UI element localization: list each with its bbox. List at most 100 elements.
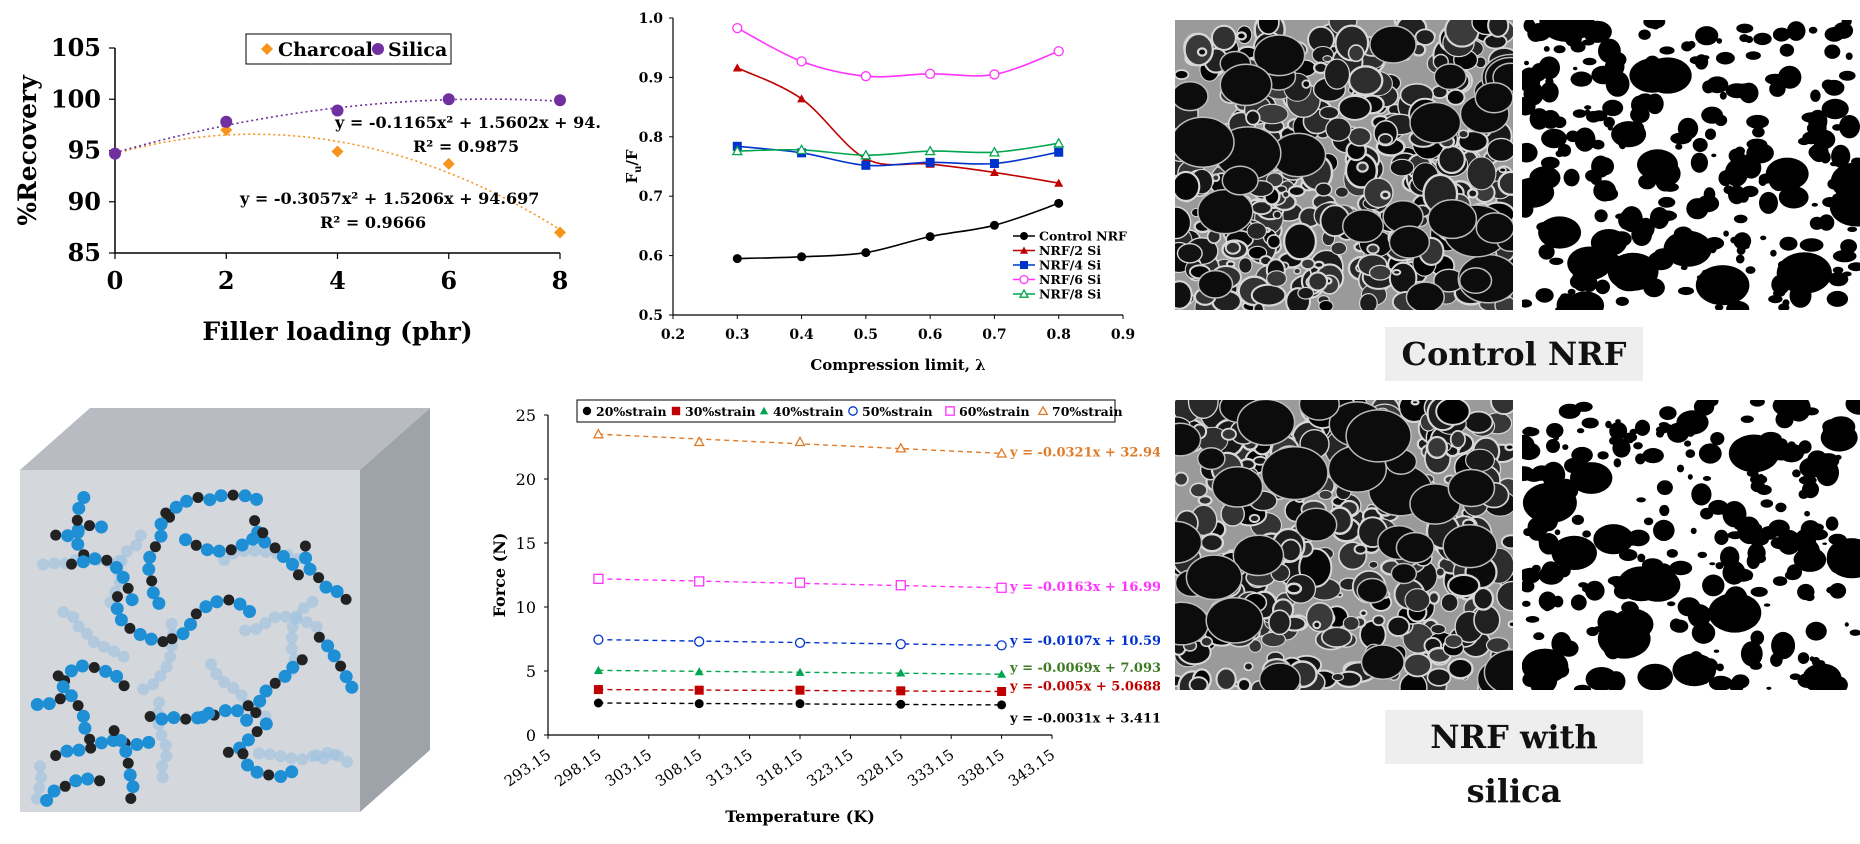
r2-silica: R² = 0.9875 bbox=[413, 137, 519, 156]
cube-side-face bbox=[360, 408, 430, 812]
binary-pore bbox=[1804, 510, 1810, 517]
silica-bead bbox=[278, 669, 292, 683]
binary-pore bbox=[1634, 419, 1651, 436]
silica-bead bbox=[123, 768, 137, 782]
legend-box bbox=[576, 399, 1116, 423]
sem-large-pore bbox=[1253, 34, 1306, 77]
sem-pore bbox=[1285, 582, 1303, 595]
binary-pore bbox=[1522, 568, 1538, 582]
background-chain-bead bbox=[117, 650, 130, 663]
binary-pore bbox=[1749, 400, 1765, 407]
point-50-strain bbox=[895, 638, 906, 650]
sem-pore bbox=[1176, 242, 1203, 264]
binary-pore bbox=[1736, 23, 1754, 34]
binary-pore bbox=[1753, 32, 1772, 46]
background-chain-bead bbox=[160, 750, 173, 763]
sem-large-pore bbox=[1196, 447, 1226, 471]
binary-pore bbox=[1743, 522, 1763, 533]
binary-pore bbox=[1653, 519, 1675, 541]
sem-large-pore bbox=[1219, 63, 1273, 107]
sem-large-pore bbox=[1447, 468, 1496, 508]
sem-pore bbox=[1255, 103, 1289, 125]
binary-large-pore bbox=[1765, 157, 1809, 190]
binary-pore bbox=[1747, 575, 1753, 580]
binary-pore bbox=[1626, 437, 1634, 444]
sem-large-pore bbox=[1369, 25, 1417, 64]
background-chain-bead bbox=[137, 683, 150, 696]
binary-image-silica bbox=[1522, 400, 1860, 690]
binary-pore bbox=[1543, 46, 1550, 52]
polymer-bead bbox=[251, 726, 263, 738]
legend-label-nrf-6-si: NRF/6 Si bbox=[1039, 272, 1101, 287]
silica-bead bbox=[210, 595, 224, 609]
silica-bead bbox=[243, 605, 256, 618]
background-chain-bead bbox=[268, 611, 281, 624]
point-50-strain bbox=[593, 634, 604, 645]
polymer-bead bbox=[299, 540, 311, 552]
binary-pore bbox=[1735, 254, 1745, 264]
polymer-bead bbox=[122, 757, 134, 769]
y-tick-label: 0.5 bbox=[639, 308, 663, 324]
polymer-bead bbox=[296, 654, 308, 666]
binary-pore bbox=[1722, 684, 1731, 689]
trendline-charcoal bbox=[114, 133, 561, 231]
binary-pore bbox=[1809, 216, 1824, 230]
binary-large-pore bbox=[1779, 443, 1804, 463]
binary-pore bbox=[1595, 279, 1610, 295]
y-tick-label: 15 bbox=[516, 534, 536, 553]
binary-pore bbox=[1750, 480, 1765, 493]
sem-pore bbox=[1444, 633, 1463, 649]
sem-pore bbox=[1175, 280, 1193, 310]
binary-pore bbox=[1835, 454, 1842, 460]
x-tick-label: 338.15 bbox=[955, 746, 1008, 791]
point-20-strain bbox=[593, 698, 603, 708]
binary-pore bbox=[1825, 516, 1839, 531]
background-chain-bead bbox=[165, 617, 178, 630]
x-axis-title: Compression limit, λ bbox=[810, 356, 985, 374]
sem-large-pore bbox=[1356, 577, 1389, 604]
sem-pore bbox=[1347, 44, 1365, 63]
binary-pore bbox=[1524, 60, 1529, 66]
binary-pore bbox=[1733, 232, 1752, 250]
binary-pore bbox=[1763, 34, 1770, 40]
binary-pore bbox=[1789, 673, 1801, 680]
sem-pore bbox=[1323, 58, 1351, 90]
sem-pore bbox=[1322, 55, 1333, 63]
nrf-cube-illustration bbox=[20, 400, 440, 820]
binary-pore bbox=[1698, 443, 1722, 464]
binary-pore bbox=[1659, 504, 1670, 517]
background-chain-bead bbox=[48, 557, 61, 570]
sem-large-pore bbox=[1483, 648, 1513, 690]
point-nrf-6-si bbox=[924, 68, 936, 79]
binary-pore bbox=[1799, 457, 1823, 478]
sem-pore bbox=[1272, 210, 1283, 220]
sem-pore bbox=[1235, 31, 1247, 41]
x-tick-label: 8 bbox=[552, 266, 569, 295]
binary-pore bbox=[1752, 126, 1765, 138]
point-40-strain bbox=[593, 665, 603, 674]
point-nrf-8-si bbox=[988, 146, 1001, 157]
binary-large-pore bbox=[1611, 608, 1654, 641]
binary-large-pore bbox=[1522, 482, 1577, 524]
y-axis-title-tail: /F bbox=[623, 149, 641, 165]
background-chain-bead bbox=[134, 529, 147, 542]
binary-pore bbox=[1766, 686, 1772, 690]
polymer-bead bbox=[222, 746, 234, 758]
binary-pore bbox=[1656, 210, 1677, 222]
x-tick-label: 308.15 bbox=[652, 746, 705, 791]
background-chain-bead bbox=[331, 749, 344, 762]
sem-image-silica bbox=[1175, 400, 1513, 690]
background-chain-bead bbox=[108, 645, 120, 658]
binary-pore bbox=[1560, 293, 1570, 300]
polymer-bead bbox=[108, 725, 120, 737]
sem-pore bbox=[1224, 240, 1242, 255]
binary-pore bbox=[1566, 130, 1580, 143]
background-chain-bead bbox=[279, 610, 292, 623]
point-60-strain bbox=[593, 573, 604, 584]
sem-pore bbox=[1320, 626, 1353, 648]
binary-pore bbox=[1522, 442, 1541, 461]
point-nrf-4-si bbox=[861, 160, 871, 170]
sem-large-pore bbox=[1395, 531, 1435, 564]
background-chain-bead bbox=[250, 623, 263, 635]
sem-pore bbox=[1215, 667, 1237, 690]
